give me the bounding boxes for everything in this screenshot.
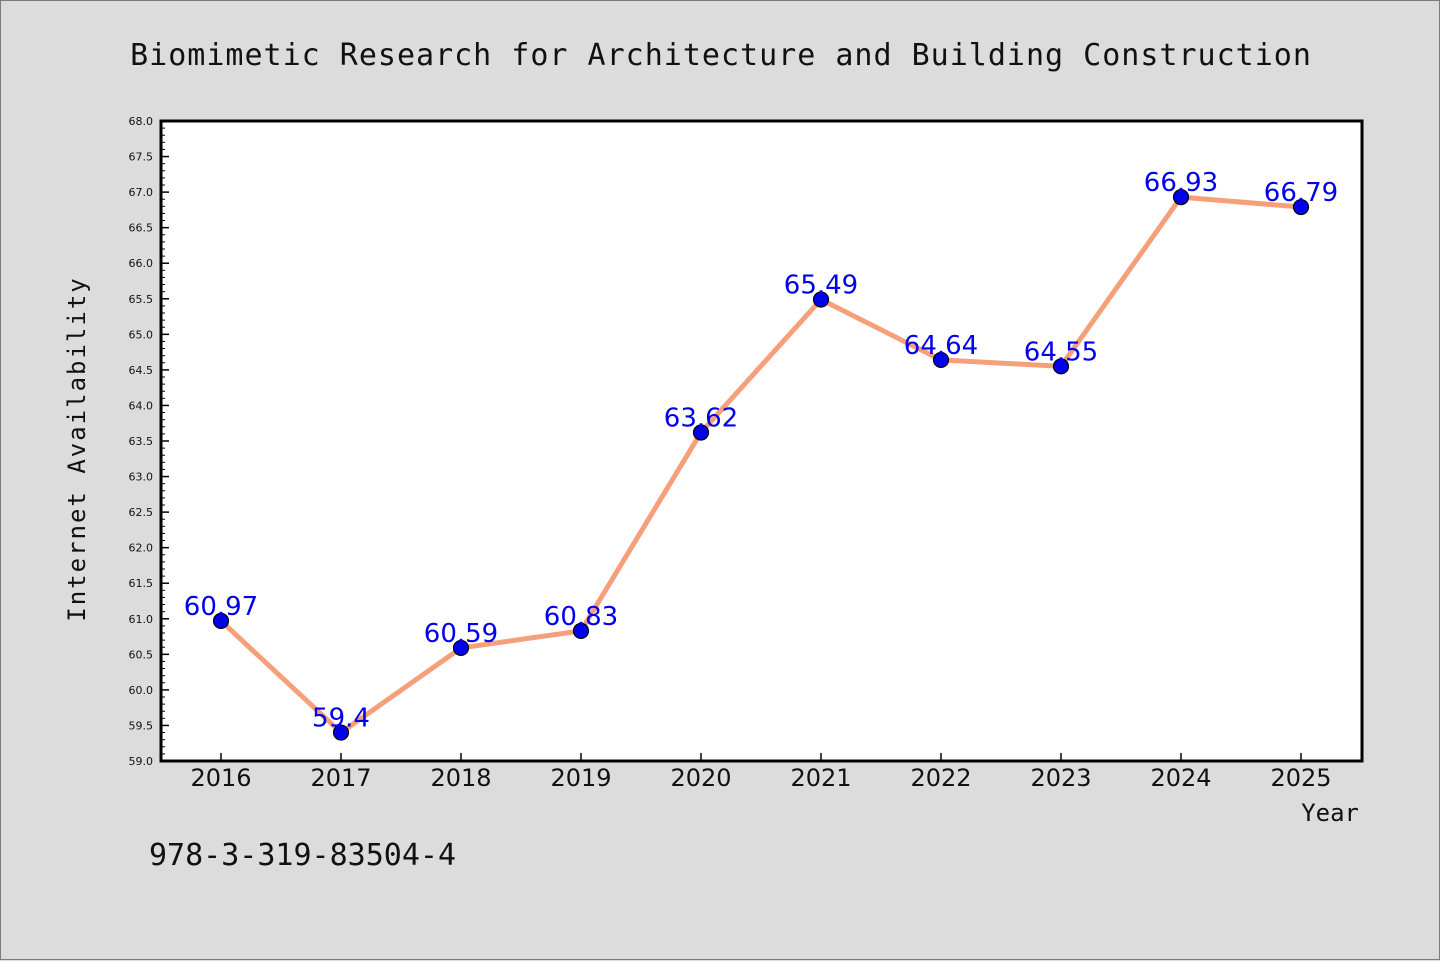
data-label: 65.49 xyxy=(784,270,858,300)
data-label: 60.59 xyxy=(424,619,498,649)
data-point xyxy=(212,612,230,630)
data-label: 60.83 xyxy=(544,602,618,632)
x-tick-label: 2020 xyxy=(670,764,731,792)
data-label: 64.55 xyxy=(1024,337,1098,367)
data-label: 63.62 xyxy=(664,403,738,433)
data-point xyxy=(932,351,950,369)
isbn-text: 978-3-319-83504-4 xyxy=(149,838,456,873)
x-tick-label: 2016 xyxy=(190,764,251,792)
y-tick-label: 62.5 xyxy=(129,506,154,519)
y-tick-label: 66.5 xyxy=(129,222,154,235)
data-label: 64.64 xyxy=(904,331,978,361)
y-tick-label: 59.0 xyxy=(129,755,154,768)
y-tick-label: 61.5 xyxy=(129,577,154,590)
y-tick-label: 66.0 xyxy=(129,257,154,270)
y-tick-label: 62.0 xyxy=(129,542,154,555)
x-tick-label: 2025 xyxy=(1270,764,1331,792)
y-tick-label: 64.5 xyxy=(129,364,154,377)
y-axis: 59.0 59.5 60.0 60.5 61.0 61.5 62.0 62.5 63.0 63.5… xyxy=(129,115,169,768)
data-point xyxy=(1052,358,1070,375)
x-axis-label: Year xyxy=(1301,799,1359,827)
y-tick-label: 68.0 xyxy=(129,115,154,128)
data-point xyxy=(572,622,590,639)
y-tick-label: 60.5 xyxy=(129,648,154,661)
y-tick-label: 60.0 xyxy=(129,684,154,697)
series-layer: 60.97 59.4 60.59 60.83 63.62 65.49 64.64 64.55 6… xyxy=(184,168,1338,741)
y-tick-label: 59.5 xyxy=(129,719,154,732)
data-label: 59.4 xyxy=(312,704,370,734)
x-tick-label: 2019 xyxy=(550,764,611,792)
data-label: 66.93 xyxy=(1144,168,1218,198)
data-point xyxy=(452,639,470,657)
data-label: 66.79 xyxy=(1264,178,1338,208)
data-point xyxy=(692,424,710,441)
y-tick-label: 65.0 xyxy=(129,328,154,341)
x-tick-label: 2018 xyxy=(430,764,491,792)
y-tick-label: 63.0 xyxy=(129,471,154,484)
data-point xyxy=(332,724,350,741)
chart-title: Biomimetic Research for Architecture and… xyxy=(130,38,1312,73)
data-point xyxy=(1172,188,1190,206)
x-tick-label: 2022 xyxy=(910,764,971,792)
y-tick-label: 61.0 xyxy=(129,613,154,626)
x-axis: 2016 2017 2018 2019 2020 2021 2022 2023 2024 2025 xyxy=(190,753,1332,792)
plot-area xyxy=(159,119,1364,763)
x-tick-label: 2024 xyxy=(1150,764,1211,792)
y-tick-label: 67.5 xyxy=(129,151,154,164)
y-tick-label: 67.0 xyxy=(129,186,154,199)
y-tick-label: 64.0 xyxy=(129,399,154,412)
y-axis-label: Internet Availability xyxy=(63,276,91,621)
y-tick-label: 65.5 xyxy=(129,293,154,306)
y-tick-label: 63.5 xyxy=(129,435,154,448)
x-tick-label: 2017 xyxy=(310,764,371,792)
x-tick-label: 2021 xyxy=(790,764,851,792)
data-point xyxy=(1292,198,1310,216)
series-line xyxy=(218,194,1304,736)
data-point xyxy=(812,291,830,308)
x-tick-label: 2023 xyxy=(1030,764,1091,792)
data-label: 60.97 xyxy=(184,592,258,622)
